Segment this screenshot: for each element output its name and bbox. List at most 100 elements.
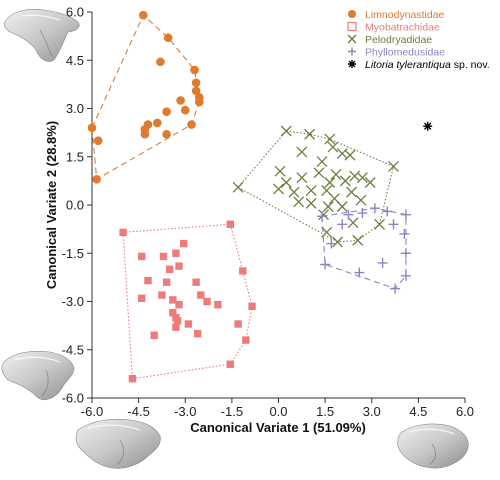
pelodryadidae-point (280, 177, 292, 188)
legend: LimnodynastidaeMyobatrachidaePelodryadid… (347, 9, 490, 71)
pelodryadidae-point (288, 186, 300, 198)
limnodynastidae-point (180, 105, 190, 115)
group-hulls (91, 14, 407, 380)
pelodryadidae-point (336, 201, 348, 213)
myobatrachidae-point (239, 267, 247, 275)
pelodryadidae-point (304, 128, 316, 140)
x-tick-label: -3.0 (174, 404, 196, 419)
myobatrachidae-point (214, 301, 222, 309)
limnodynastidae-point (163, 33, 173, 43)
data-points (87, 10, 433, 383)
limnodynastidae-legend-marker (348, 10, 356, 18)
limnodynastidae-point (87, 123, 97, 133)
phyllomedusidae-point (388, 219, 399, 230)
pelodryadidae-point (305, 185, 317, 196)
myobatrachidae-point (159, 252, 168, 261)
limnodynastidae-point (162, 107, 171, 117)
myobatrachidae-point (162, 278, 171, 286)
myobatrachidae-point (234, 320, 242, 328)
limnodynastidae-hull (91, 14, 200, 181)
myobatrachidae-point (179, 239, 188, 248)
myobatrachidae-point (248, 302, 256, 311)
bone-render-mid-left (1, 351, 75, 400)
myobatrachidae-point (172, 323, 180, 331)
phyllomedusidae-point (399, 228, 410, 239)
pelodryadidae-point (374, 218, 385, 230)
y-tick-label: 1.5 (66, 149, 84, 164)
pelodryadidae-point (364, 177, 376, 188)
x-tick-label: -6.0 (81, 404, 103, 419)
pelodryadidae-point (296, 172, 308, 184)
pelodryadidae-point (332, 236, 344, 248)
pelodryadidae-point (355, 194, 367, 206)
y-axis-ticks: 6.0 4.5 3.0 1.5 0.0 -1.5 -3.0 -4.5 -6.0 (62, 5, 92, 406)
myobatrachidae-point (158, 291, 166, 299)
myobatrachidae-point (175, 262, 183, 270)
limnodynastidae-legend-label: Limnodynastidae (365, 9, 445, 21)
myobatrachidae-point (203, 297, 211, 306)
phyllomedusidae-point (369, 203, 380, 214)
pelodryadidae-point (318, 209, 330, 221)
pelodryadidae-point (339, 175, 351, 187)
myobatrachidae-hull (122, 223, 253, 380)
myobatrachidae-point (144, 276, 152, 285)
phyllomedusidae-legend-marker (348, 47, 356, 56)
phyllomedusidae-point (377, 257, 388, 268)
bone-render-bottom-left (75, 419, 161, 469)
pelodryadidae-point (313, 167, 325, 179)
myobatrachidae-point (138, 294, 146, 302)
x-tick-label: 1.5 (316, 404, 334, 419)
pelodryadidae-point (327, 141, 339, 153)
x-tick-label: 6.0 (456, 404, 474, 419)
myobatrachidae-point (192, 278, 200, 286)
phyllomedusidae-point (354, 267, 365, 278)
phyllomedusidae-point (320, 259, 331, 270)
phyllomedusidae-point (382, 206, 393, 217)
pelodryadidae-point (321, 226, 333, 238)
myobatrachidae-point (242, 336, 250, 344)
limnodynastidae-point (162, 129, 171, 139)
limnodynastidae-point (152, 118, 162, 128)
myobatrachidae-point (128, 375, 137, 383)
litoria-tylerantiqua-legend-marker (348, 60, 356, 68)
myobatrachidae-point (226, 220, 235, 228)
myobatrachidae-legend-marker (347, 21, 357, 32)
pelodryadidae-point (352, 234, 364, 246)
legend-species-suffix: sp. nov. (451, 59, 490, 71)
limnodynastidae-point (156, 57, 165, 67)
myobatrachidae-point (150, 331, 158, 339)
y-tick-label: -4.5 (62, 342, 84, 357)
pelodryadidae-point (346, 186, 358, 198)
x-tick-label: 4.5 (409, 404, 427, 419)
myobatrachidae-point (172, 249, 180, 257)
x-tick-label: 3.0 (363, 404, 381, 419)
pelodryadidae-point (356, 172, 368, 184)
limnodynastidae-point (190, 65, 199, 75)
y-tick-label: 0.0 (66, 198, 84, 213)
pelodryadidae-point (280, 125, 292, 137)
myobatrachidae-point (173, 317, 182, 325)
limnodynastidae-point (194, 97, 204, 107)
phyllomedusidae-point (400, 248, 411, 259)
pelodryadidae-point (330, 168, 342, 180)
pelodryadidae-point (273, 183, 284, 195)
phyllomedusidae-point (337, 219, 348, 230)
pelodryadidae-point (324, 133, 336, 145)
pelodryadidae-point (316, 156, 328, 168)
limnodynastidae-point (93, 136, 103, 145)
pelodryadidae-point (274, 165, 286, 177)
pelodryadidae-legend-label: Pelodryadidae (365, 34, 432, 46)
pelodryadidae-point (293, 196, 305, 208)
phyllomedusidae-point (317, 211, 328, 222)
phyllomedusidae-point (343, 209, 354, 220)
y-tick-label: 3.0 (66, 101, 84, 116)
myobatrachidae-point (138, 252, 146, 261)
litoria-tylerantiqua-point (423, 121, 433, 131)
pelodryadidae-legend-marker (347, 34, 357, 44)
x-axis-ticks: -6.0 -4.5 -3.0 -1.5 0.0 1.5 3.0 4.5 6.0 (81, 398, 474, 419)
y-axis-title: Canonical Variate 2 (28.8%) (44, 121, 59, 289)
phyllomedusidae-point (400, 270, 411, 281)
limnodynastidae-point (92, 174, 101, 184)
limnodynastidae-point (191, 78, 201, 88)
limnodynastidae-point (191, 86, 201, 96)
